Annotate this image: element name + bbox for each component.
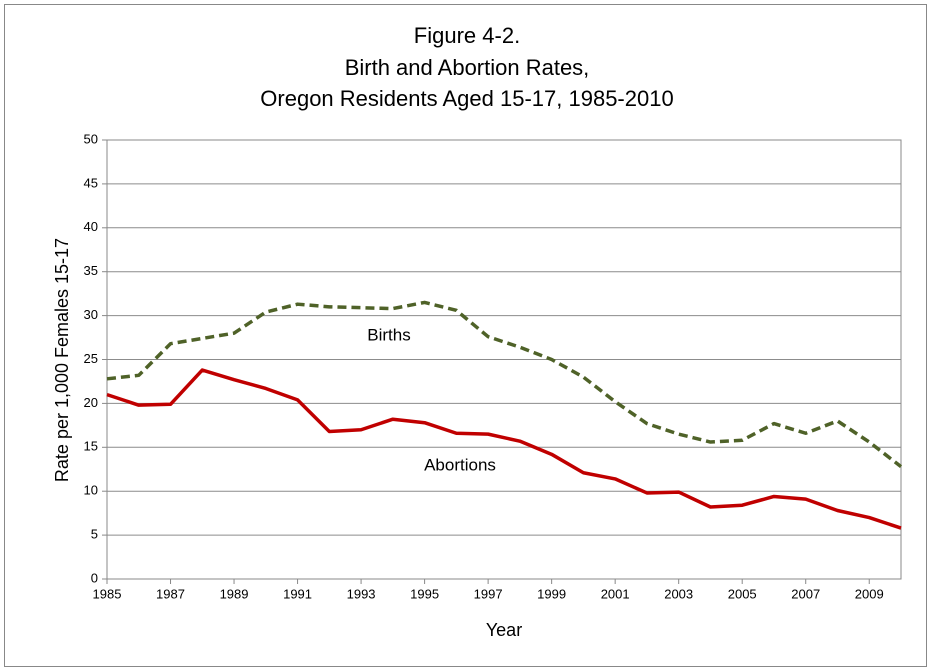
chart-title: Oregon Residents Aged 15-17, 1985-2010: [260, 86, 673, 111]
y-tick-label: 50: [84, 131, 98, 146]
chart-border: [4, 4, 927, 667]
y-tick-label: 30: [84, 307, 98, 322]
x-tick-label: 2005: [728, 586, 757, 601]
y-tick-label: 0: [91, 570, 98, 585]
y-tick-label: 45: [84, 175, 98, 190]
chart-title: Figure 4-2.: [414, 23, 520, 48]
x-tick-label: 2003: [664, 586, 693, 601]
y-tick-label: 40: [84, 219, 98, 234]
y-axis-label: Rate per 1,000 Females 15-17: [52, 238, 72, 482]
series-annotation: Abortions: [424, 455, 496, 474]
x-tick-label: 2007: [791, 586, 820, 601]
x-tick-label: 1999: [537, 586, 566, 601]
x-tick-label: 1991: [283, 586, 312, 601]
x-tick-label: 1997: [474, 586, 503, 601]
y-tick-label: 25: [84, 351, 98, 366]
x-tick-label: 1989: [220, 586, 249, 601]
x-tick-label: 1993: [347, 586, 376, 601]
y-tick-label: 20: [84, 395, 98, 410]
series-line: [106, 300, 903, 468]
x-tick-label: 2001: [601, 586, 630, 601]
chart-title: Birth and Abortion Rates,: [345, 55, 590, 80]
y-tick-label: 5: [91, 527, 98, 542]
x-tick-label: 1995: [410, 586, 439, 601]
x-tick-label: 1987: [156, 586, 185, 601]
x-tick-label: 2009: [855, 586, 884, 601]
y-tick-label: 10: [84, 483, 98, 498]
plot-area: [106, 139, 902, 580]
y-tick-label: 15: [84, 439, 98, 454]
series-line: [106, 368, 902, 530]
x-axis-label: Year: [486, 620, 522, 640]
x-tick-label: 1985: [93, 586, 122, 601]
y-tick-label: 35: [84, 263, 98, 278]
series-annotation: Births: [367, 325, 410, 344]
